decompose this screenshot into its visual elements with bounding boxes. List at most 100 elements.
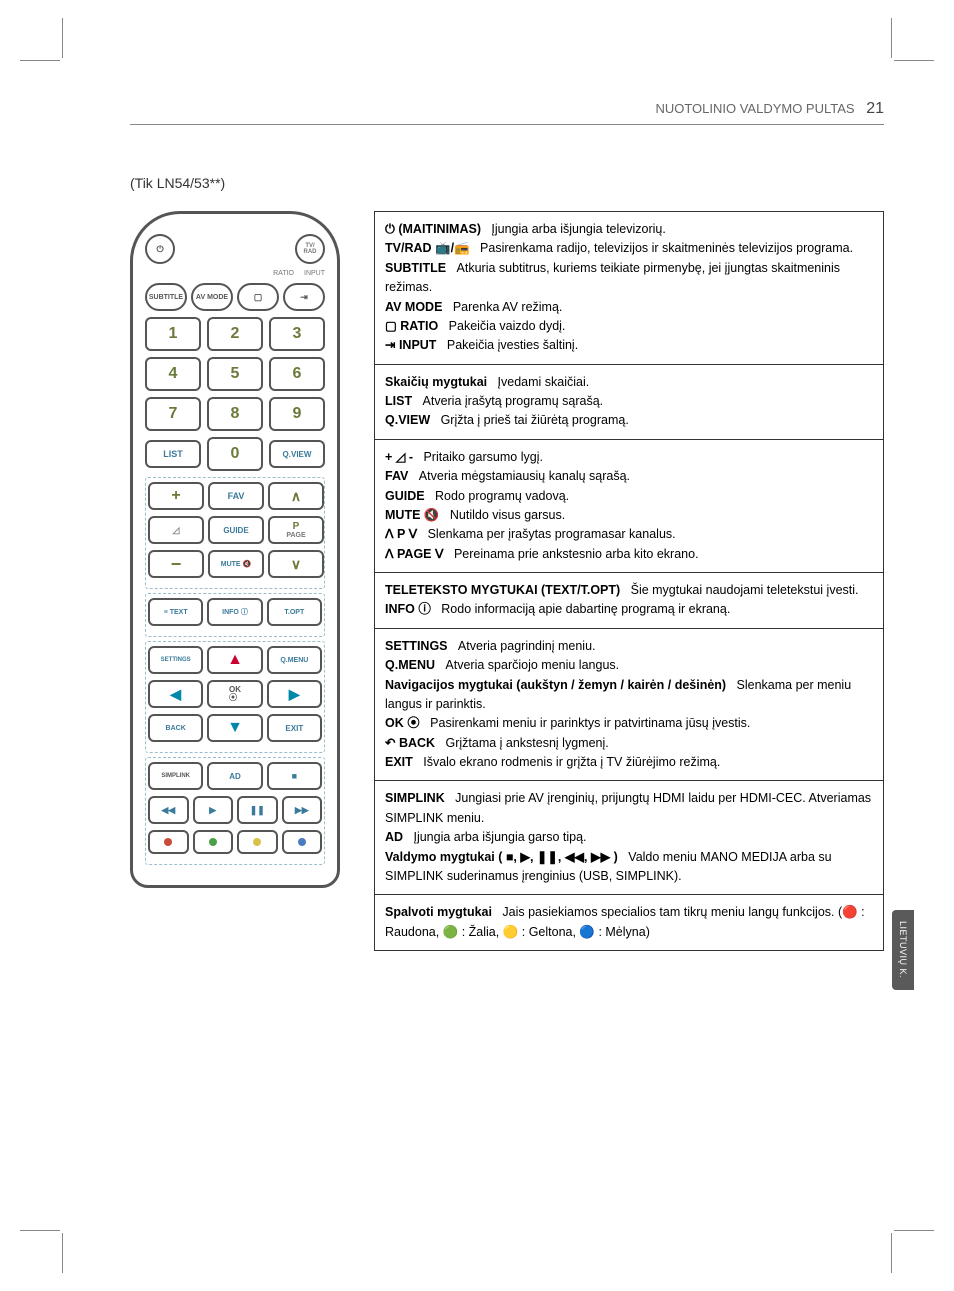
description-line: TV/RAD 📺/📻 Pasirenkama radijo, televizij… <box>385 239 873 258</box>
description-line: Q.MENU Atveria sparčiojo meniu langus. <box>385 656 873 675</box>
blue-dot-icon <box>298 838 306 846</box>
term-label: + ◿ - <box>385 450 413 464</box>
term-label: ↶ BACK <box>385 736 435 750</box>
term-label: Spalvoti mygtukai <box>385 905 492 919</box>
qmenu-button: Q.MENU <box>267 646 322 674</box>
remote-illustration: ⏻ TV/ RAD RATIO INPUT SUBTITLE AV MODE ▢… <box>130 211 340 888</box>
settings-button: SETTINGS <box>148 646 203 674</box>
ad-button: AD <box>207 762 262 790</box>
info-button: INFO ⓘ <box>207 598 262 626</box>
description-line: GUIDE Rodo programų vadovą. <box>385 487 873 506</box>
term-label: ⏻ (MAITINIMAS) <box>385 222 481 236</box>
vol-down-button: − <box>148 550 204 578</box>
description-line: ▢ RATIO Pakeičia vaizdo dydį. <box>385 317 873 336</box>
description-line: ↶ BACK Grįžtama į ankstesnį lygmenį. <box>385 734 873 753</box>
description-line: ꓥ P ꓦ Slenkama per įrašytas programasar … <box>385 525 873 544</box>
nav-down-button: ▼ <box>207 714 262 742</box>
term-label: TV/RAD 📺/📻 <box>385 241 470 255</box>
description-line: Q.VIEW Grįžta į prieš tai žiūrėtą progra… <box>385 411 873 430</box>
term-label: Q.MENU <box>385 658 435 672</box>
term-label: SETTINGS <box>385 639 448 653</box>
power-button: ⏻ <box>145 234 175 264</box>
term-label: INFO ⓘ <box>385 602 431 616</box>
input-button: ⇥ <box>283 283 325 311</box>
ratio-button: ▢ <box>237 283 279 311</box>
yellow-dot-icon <box>253 838 261 846</box>
nav-left-button: ◀ <box>148 680 203 708</box>
description-line: AD Įjungia arba išjungia garso tipą. <box>385 828 873 847</box>
description-line: + ◿ - Pritaiko garsumo lygį. <box>385 448 873 467</box>
ratio-label: RATIO <box>273 270 294 277</box>
term-label: MUTE 🔇 <box>385 508 439 522</box>
guide-button: GUIDE <box>208 516 264 544</box>
term-label: OK ⦿ <box>385 716 420 730</box>
description-box: SETTINGS Atveria pagrindinį meniu.Q.MENU… <box>374 628 884 782</box>
stop-button: ■ <box>267 762 322 790</box>
crop-mark <box>891 1233 892 1273</box>
term-label: ▢ RATIO <box>385 319 438 333</box>
yellow-button <box>237 830 278 854</box>
term-label: SIMPLINK <box>385 791 445 805</box>
language-tab: LIETUVIŲ K. <box>892 910 914 990</box>
vol-up-button: + <box>148 482 204 510</box>
fav-button: FAV <box>208 482 264 510</box>
term-label: SUBTITLE <box>385 261 446 275</box>
topt-button: T.OPT <box>267 598 322 626</box>
crop-mark <box>894 1230 934 1231</box>
term-label: AV MODE <box>385 300 442 314</box>
ffwd-button: ▶▶ <box>282 796 323 824</box>
num-1: 1 <box>145 317 201 351</box>
ok-button: OK ⦿ <box>207 680 262 708</box>
description-line: ꓥ PAGE ꓦ Pereinama prie ankstesnio arba … <box>385 545 873 564</box>
num-3: 3 <box>269 317 325 351</box>
num-6: 6 <box>269 357 325 391</box>
simplink-button: SIMPLINK <box>148 762 203 790</box>
page-number: 21 <box>866 100 884 117</box>
description-line: INFO ⓘ Rodo informaciją apie dabartinę p… <box>385 600 873 619</box>
description-line: AV MODE Parenka AV režimą. <box>385 298 873 317</box>
description-box: Spalvoti mygtukai Jais pasiekiamos speci… <box>374 894 884 951</box>
term-label: AD <box>385 830 403 844</box>
description-line: FAV Atveria mėgstamiausių kanalų sąrašą. <box>385 467 873 486</box>
description-line: SUBTITLE Atkuria subtitrus, kuriems teik… <box>385 259 873 298</box>
exit-button: EXIT <box>267 714 322 742</box>
term-label: ⇥ INPUT <box>385 338 436 352</box>
num-5: 5 <box>207 357 263 391</box>
term-label: Q.VIEW <box>385 413 430 427</box>
description-line: Navigacijos mygtukai (aukštyn / žemyn / … <box>385 676 873 715</box>
play-button: ▶ <box>193 796 234 824</box>
rewind-button: ◀◀ <box>148 796 189 824</box>
term-label: ꓥ PAGE ꓦ <box>385 547 444 561</box>
crop-mark <box>20 1230 60 1231</box>
term-label: TELETEKSTO MYGTUKAI (TEXT/T.OPT) <box>385 583 620 597</box>
page-header: NUOTOLINIO VALDYMO PULTAS 21 <box>130 100 884 125</box>
nav-up-button: ▲ <box>207 646 262 674</box>
description-line: LIST Atveria įrašytą programų sąrašą. <box>385 392 873 411</box>
blue-button <box>282 830 323 854</box>
nav-right-button: ▶ <box>267 680 322 708</box>
qview-button: Q.VIEW <box>269 440 325 468</box>
term-label: Valdymo mygtukai ( ■, ▶, ❚❚, ◀◀, ▶▶ ) <box>385 850 618 864</box>
ch-up-button: ∧ <box>268 482 324 510</box>
crop-mark <box>62 1233 63 1273</box>
description-line: Skaičių mygtukai Įvedami skaičiai. <box>385 373 873 392</box>
model-note: (Tik LN54/53**) <box>130 175 884 191</box>
num-9: 9 <box>269 397 325 431</box>
description-line: Valdymo mygtukai ( ■, ▶, ❚❚, ◀◀, ▶▶ ) Va… <box>385 848 873 887</box>
description-box: + ◿ - Pritaiko garsumo lygį.FAV Atveria … <box>374 439 884 573</box>
num-2: 2 <box>207 317 263 351</box>
num-7: 7 <box>145 397 201 431</box>
green-dot-icon <box>209 838 217 846</box>
description-box: Skaičių mygtukai Įvedami skaičiai.LIST A… <box>374 364 884 440</box>
green-button <box>193 830 234 854</box>
num-0: 0 <box>207 437 263 471</box>
term-label: LIST <box>385 394 412 408</box>
description-column: ⏻ (MAITINIMAS) Įjungia arba išjungia tel… <box>374 211 884 950</box>
num-8: 8 <box>207 397 263 431</box>
term-label: EXIT <box>385 755 413 769</box>
description-line: SIMPLINK Jungiasi prie AV įrenginių, pri… <box>385 789 873 828</box>
back-button: BACK <box>148 714 203 742</box>
mute-button: MUTE 🔇 <box>208 550 264 578</box>
description-line: SETTINGS Atveria pagrindinį meniu. <box>385 637 873 656</box>
list-button: LIST <box>145 440 201 468</box>
